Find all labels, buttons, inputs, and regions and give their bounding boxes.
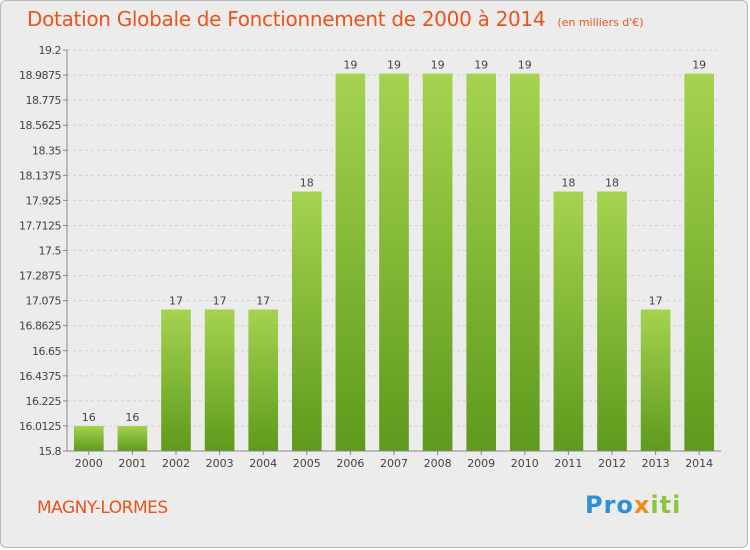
bar-value-label: 18 <box>561 177 575 190</box>
y-tick-label: 17.5 <box>39 245 62 258</box>
bar-2004[interactable] <box>248 309 279 451</box>
chart-unit: (en milliers d'€) <box>557 16 644 29</box>
bar-value-label: 19 <box>387 59 401 72</box>
bar-value-label: 17 <box>169 294 183 307</box>
logo-part-3: iti <box>650 491 682 519</box>
bar-2002[interactable] <box>161 309 191 451</box>
bar-value-label: 18 <box>300 177 314 190</box>
y-axis: 15.8 16.0125 16.225 16.4375 16.65 16.8625 17.0… <box>19 44 68 458</box>
y-tick-label: 16.4375 <box>19 370 61 383</box>
bar-2005[interactable] <box>291 191 322 451</box>
x-tick-label: 2003 <box>206 457 234 470</box>
y-tick-label: 18.35 <box>32 144 61 157</box>
x-tick-label: 2006 <box>336 457 364 470</box>
x-tick-label: 2001 <box>118 457 146 470</box>
x-tick-label: 2000 <box>75 457 103 470</box>
y-tick-label: 18.5625 <box>19 119 61 132</box>
x-tick-label: 2009 <box>467 457 495 470</box>
y-tick-label: 16.225 <box>26 395 62 408</box>
bar-2009[interactable] <box>466 73 497 452</box>
bar-2010[interactable] <box>509 73 540 452</box>
x-tick-label: 2002 <box>162 457 190 470</box>
bar-2008[interactable] <box>422 73 453 452</box>
proxiti-logo[interactable]: Proxiti <box>585 491 681 519</box>
chart-title: Dotation Globale de Fonctionnement de 20… <box>27 7 644 31</box>
x-tick-label: 2013 <box>642 457 670 470</box>
bar-value-label: 19 <box>518 59 532 72</box>
y-tick-label: 18.9875 <box>19 69 61 82</box>
bar-2012[interactable] <box>597 191 627 451</box>
bar-value-label: 17 <box>256 294 270 307</box>
y-tick-label: 19.2 <box>39 44 62 57</box>
bar-value-label: 16 <box>82 411 96 424</box>
logo-part-2: x <box>633 491 651 519</box>
y-tick-label: 17.7125 <box>19 219 61 232</box>
y-tick-label: 16.65 <box>32 345 61 358</box>
y-tick-label: 17.2875 <box>19 270 61 283</box>
bar-2013[interactable] <box>640 309 671 451</box>
bar-value-label: 16 <box>125 411 139 424</box>
bar-value-label: 17 <box>213 294 227 307</box>
commune-name: MAGNY-LORMES <box>37 498 168 518</box>
y-tick-label: 17.925 <box>26 194 62 207</box>
y-tick-label: 16.0125 <box>19 420 61 433</box>
x-tick-label: 2010 <box>511 457 539 470</box>
chart-title-text: Dotation Globale de Fonctionnement de 20… <box>27 7 546 31</box>
bar-2003[interactable] <box>204 309 235 451</box>
y-tick-label: 18.775 <box>26 94 62 107</box>
bar-2014[interactable] <box>684 73 715 452</box>
bar-chart: 16 16 17 17 17 18 19 19 19 19 19 18 18 17 19 15.8 16.01… <box>19 44 721 470</box>
bar-2007[interactable] <box>379 73 409 452</box>
bar-2001[interactable] <box>117 425 148 451</box>
x-tick-label: 2005 <box>293 457 321 470</box>
bar-value-label: 19 <box>431 59 445 72</box>
y-tick-label: 15.8 <box>39 445 62 458</box>
bar-value-label: 18 <box>605 177 619 190</box>
y-tick-label: 16.8625 <box>19 320 61 333</box>
y-tick-label: 18.1375 <box>19 169 61 182</box>
logo-part-1: Pro <box>585 491 634 519</box>
bar-value-label: 19 <box>343 59 357 72</box>
x-tick-label: 2004 <box>249 457 277 470</box>
x-tick-label: 2012 <box>598 457 626 470</box>
bar-2011[interactable] <box>553 191 584 451</box>
x-axis: 2000 2001 2002 2003 2004 2005 2006 2007 2008 2009… <box>67 450 721 470</box>
x-tick-label: 2011 <box>554 457 582 470</box>
x-tick-label: 2014 <box>685 457 713 470</box>
x-tick-label: 2007 <box>380 457 408 470</box>
bar-2000[interactable] <box>73 425 104 451</box>
x-tick-label: 2008 <box>424 457 452 470</box>
bar-value-label: 17 <box>649 294 663 307</box>
bar-value-label: 19 <box>474 59 488 72</box>
bar-value-label: 19 <box>692 59 706 72</box>
y-tick-label: 17.075 <box>26 295 62 308</box>
bars-group: 16 16 17 17 17 18 19 19 19 19 19 18 18 17 19 <box>73 59 715 452</box>
bar-2006[interactable] <box>335 73 366 452</box>
